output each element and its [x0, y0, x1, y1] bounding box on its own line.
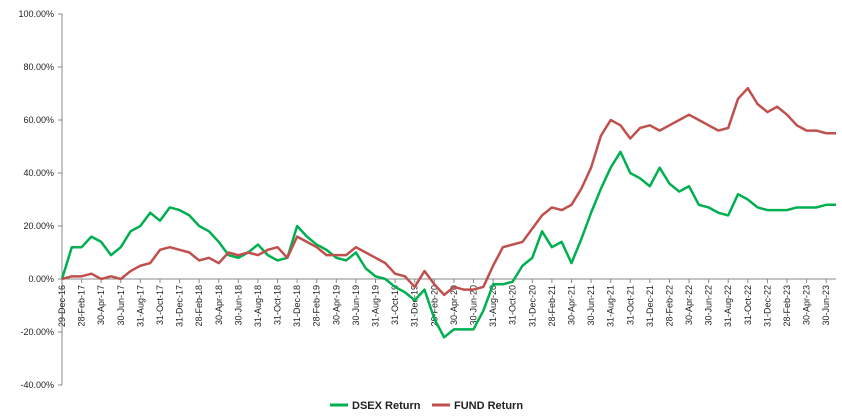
series-line [60, 150, 836, 339]
x-tick-label: 30-Jun-17 [116, 285, 126, 326]
legend-label: FUND Return [454, 400, 523, 412]
x-tick-label: 28-Feb-22 [664, 285, 674, 327]
x-tick-label: 31-Dec-19 [410, 285, 420, 327]
x-tick-label: 28-Feb-19 [312, 285, 322, 327]
x-tick-label: 31-Aug-20 [488, 285, 498, 327]
x-tick-label: 29-Dec-16 [57, 285, 67, 327]
x-tick-label: 31-Aug-18 [253, 285, 263, 327]
x-tick-label: 31-Aug-19 [371, 285, 381, 327]
x-tick-label: 30-Apr-22 [684, 285, 694, 325]
y-tick-label: 60.00% [23, 115, 54, 125]
x-tick-label: 30-Apr-20 [449, 285, 459, 325]
series-line [61, 86, 836, 297]
x-tick-label: 28-Feb-21 [547, 285, 557, 327]
x-tick-label: 28-Feb-18 [194, 285, 204, 327]
x-tick-label: 30-Jun-22 [704, 285, 714, 326]
y-tick-label: -20.00% [20, 327, 54, 337]
x-tick-label: 30-Jun-18 [233, 285, 243, 326]
y-tick-label: 0.00% [28, 274, 54, 284]
y-tick-label: 40.00% [23, 168, 54, 178]
x-tick-label: 31-Dec-20 [527, 285, 537, 327]
x-tick-label: 30-Jun-23 [821, 285, 831, 326]
x-tick-label: 30-Jun-19 [351, 285, 361, 326]
x-tick-label: 31-Oct-17 [155, 285, 165, 325]
x-tick-label: 30-Apr-17 [96, 285, 106, 325]
x-tick-label: 28-Feb-23 [782, 285, 792, 327]
y-tick-label: 20.00% [23, 221, 54, 231]
x-tick-label: 31-Oct-22 [743, 285, 753, 325]
x-tick-label: 31-Oct-19 [390, 285, 400, 325]
x-tick-label: 31-Dec-21 [645, 285, 655, 327]
legend-label: DSEX Return [352, 400, 421, 412]
x-tick-label: 28-Feb-17 [77, 285, 87, 327]
x-tick-label: 31-Oct-21 [625, 285, 635, 325]
x-tick-label: 31-Dec-18 [292, 285, 302, 327]
x-tick-label: 30-Apr-18 [214, 285, 224, 325]
x-tick-label: 29-Feb-20 [429, 285, 439, 327]
x-tick-label: 30-Apr-21 [566, 285, 576, 325]
y-tick-label: 100.00% [18, 9, 54, 19]
x-tick-label: 31-Oct-20 [508, 285, 518, 325]
y-tick-label: 80.00% [23, 62, 54, 72]
x-tick-label: 31-Aug-17 [135, 285, 145, 327]
x-tick-label: 31-Oct-18 [273, 285, 283, 325]
x-tick-label: 31-Dec-17 [175, 285, 185, 327]
x-tick-label: 31-Aug-22 [723, 285, 733, 327]
x-tick-label: 30-Apr-19 [331, 285, 341, 325]
x-tick-label: 30-Jun-20 [468, 285, 478, 326]
x-tick-label: 31-Aug-21 [606, 285, 616, 327]
x-tick-label: 31-Dec-22 [762, 285, 772, 327]
x-tick-label: 30-Apr-23 [802, 285, 812, 325]
y-tick-label: -40.00% [20, 380, 54, 390]
x-tick-label: 30-Jun-21 [586, 285, 596, 326]
